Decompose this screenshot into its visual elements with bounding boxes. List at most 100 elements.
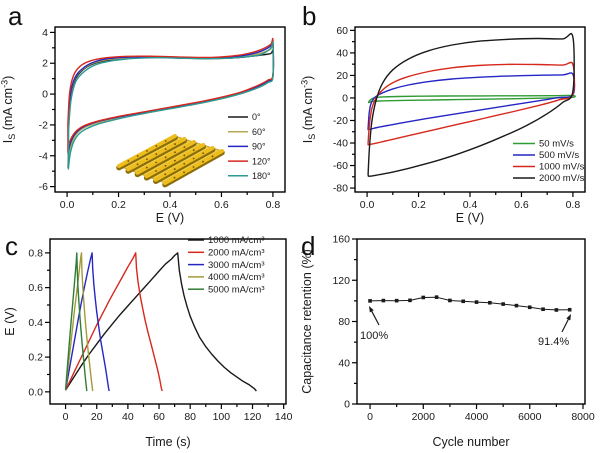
series-c-1 [64, 252, 163, 392]
series-group-c [64, 252, 257, 392]
legend-label-b-2: 1000 mV/s [539, 162, 585, 173]
axis-labels-d: 0 2000 4000 6000 8000 0 40 80 120 160 Cycle number… [300, 234, 595, 450]
svg-text:0: 0 [344, 399, 350, 411]
svg-text:0.4: 0.4 [463, 199, 478, 211]
axes-c [45, 238, 287, 409]
legend-label-c-4: 5000 mA/cm³ [208, 284, 265, 295]
svg-text:8000: 8000 [571, 411, 595, 423]
svg-text:160: 160 [332, 234, 350, 246]
svg-text:6000: 6000 [518, 411, 542, 423]
svg-text:0.4: 0.4 [163, 199, 178, 211]
x-axis-title-c: Time (s) [145, 435, 190, 449]
svg-text:0: 0 [367, 411, 373, 423]
legend-label-a-3: 120° [252, 156, 271, 166]
svg-text:0.8: 0.8 [566, 199, 581, 211]
svg-text:0.4: 0.4 [28, 317, 43, 329]
svg-text:0.6: 0.6 [28, 282, 43, 294]
plot-frame-d [356, 238, 586, 405]
panel-label-a: a [8, 1, 23, 31]
series-group-b [367, 32, 576, 177]
series-b-1 [367, 72, 576, 131]
svg-text:91.4%: 91.4% [538, 336, 569, 348]
legend-label-c-1: 2000 mA/cm³ [208, 248, 265, 259]
x-axis-title-a: E (V) [156, 211, 184, 225]
svg-text:120: 120 [244, 411, 262, 423]
plot-frame-c [49, 238, 287, 405]
legend-label-b-3: 2000 mV/s [539, 173, 585, 184]
x-axis-title-d: Cycle number [432, 435, 509, 449]
panel-c: c 0 20 40 60 80 100 120 140 0.0 0.2 0.4 0.6 0.8 Time … [0, 227, 300, 453]
legend-a: 0° 60° 90° 120° 180° [228, 112, 271, 181]
axes-a [50, 26, 286, 197]
chart-c-gcd-curves: 0 20 40 60 80 100 120 140 0.0 0.2 0.4 0.6 0.8 Time (s… [3, 235, 293, 449]
panel-d: d 0 2000 4000 6000 8000 0 40 80 120 160 Cycle numb… [300, 227, 600, 453]
svg-text:0.8: 0.8 [28, 247, 43, 259]
svg-text:0: 0 [63, 411, 69, 423]
svg-text:0.0: 0.0 [360, 199, 375, 211]
svg-text:140: 140 [275, 411, 293, 423]
y-axis-title-c: E (V) [3, 307, 17, 335]
annotation-d-0: 100% [360, 306, 388, 342]
svg-text:80: 80 [338, 316, 350, 328]
legend-label-a-4: 180° [252, 171, 271, 181]
series-c-0 [65, 252, 257, 392]
svg-text:-20: -20 [333, 115, 348, 127]
series-d-0 [369, 296, 570, 311]
y-axis-title-a: IS (mA cm-3) [0, 76, 17, 144]
series-b-2 [367, 61, 576, 146]
svg-text:-4: -4 [39, 150, 48, 162]
annotation-arrowhead-icon [369, 306, 374, 313]
chart-b-cv-scanrates: 0.0 0.2 0.4 0.6 0.8 -80 -60 -40 -20 0 20 40 60 E (V) I… [300, 25, 586, 225]
svg-text:0.6: 0.6 [514, 199, 529, 211]
axis-labels-c: 0 20 40 60 80 100 120 140 0.0 0.2 0.4 0.6 0.8 Time (s… [3, 247, 293, 449]
svg-text:0.6: 0.6 [214, 199, 229, 211]
x-axis-title-b: E (V) [456, 211, 484, 225]
svg-text:0.2: 0.2 [28, 352, 43, 364]
svg-text:0.2: 0.2 [111, 199, 126, 211]
panel-a: a 0.0 0.2 0.4 0.6 0.8 -6 -4 -2 0 2 4 E (V) IS (mA cm… [0, 0, 300, 227]
svg-text:40: 40 [338, 357, 350, 369]
panel-b: b 0.0 0.2 0.4 0.6 0.8 -80 -60 -40 -20 0 20 40 60 E (V… [300, 0, 600, 227]
series-b-3 [367, 32, 575, 177]
panel-label-d: d [301, 231, 316, 261]
svg-text:0: 0 [342, 92, 348, 104]
svg-text:100: 100 [213, 411, 231, 423]
axis-labels-a: 0.0 0.2 0.4 0.6 0.8 -6 -4 -2 0 2 4 E (V) IS (mA cm-3… [0, 27, 280, 225]
svg-text:4000: 4000 [465, 411, 489, 423]
svg-text:100%: 100% [360, 330, 388, 342]
series-group-a [67, 37, 275, 170]
axis-labels-b: 0.0 0.2 0.4 0.6 0.8 -80 -60 -40 -20 0 20 40 60 E (V) I… [300, 25, 580, 225]
series-group-d [368, 295, 572, 312]
annotation-arrowhead-icon [566, 314, 571, 321]
series-c-2 [64, 252, 110, 392]
y-axis-title-b: IS (mA cm-3) [300, 76, 317, 144]
svg-text:0.8: 0.8 [266, 199, 281, 211]
axes-b [350, 26, 586, 197]
svg-text:60: 60 [153, 411, 165, 423]
svg-text:0.0: 0.0 [28, 386, 43, 398]
legend-label-a-2: 90° [252, 142, 266, 152]
svg-text:-6: -6 [39, 181, 48, 193]
legend-label-a-1: 60° [252, 127, 266, 137]
legend-label-c-3: 4000 mA/cm³ [208, 272, 265, 283]
series-b-0 [367, 94, 576, 104]
svg-text:-60: -60 [333, 160, 348, 172]
svg-text:20: 20 [91, 411, 103, 423]
series-c-3 [64, 252, 94, 392]
legend-label-c-2: 3000 mA/cm³ [208, 260, 265, 271]
legend-label-a-0: 0° [252, 112, 261, 122]
svg-text:0: 0 [42, 89, 48, 101]
legend-label-b-1: 500 mV/s [539, 150, 579, 161]
svg-text:0.0: 0.0 [60, 199, 75, 211]
svg-text:4: 4 [42, 27, 48, 39]
svg-text:60: 60 [336, 25, 348, 37]
svg-text:0.2: 0.2 [411, 199, 426, 211]
microsupercapacitor-device-inset [116, 134, 225, 188]
svg-text:2: 2 [42, 58, 48, 70]
svg-text:20: 20 [336, 70, 348, 82]
chart-a-cv-angles: 0.0 0.2 0.4 0.6 0.8 -6 -4 -2 0 2 4 E (V) IS (mA cm-3… [0, 26, 286, 225]
svg-text:-2: -2 [39, 119, 48, 131]
